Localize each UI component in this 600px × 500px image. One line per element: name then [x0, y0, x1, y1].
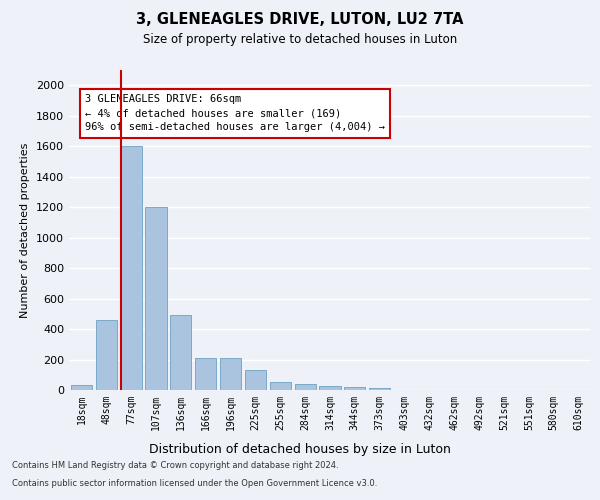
Text: Contains public sector information licensed under the Open Government Licence v3: Contains public sector information licen… — [12, 478, 377, 488]
Bar — [96, 320, 117, 390]
Bar — [220, 358, 241, 390]
Y-axis label: Number of detached properties: Number of detached properties — [20, 142, 31, 318]
Bar — [319, 386, 341, 390]
Bar — [170, 316, 191, 390]
Text: 3, GLENEAGLES DRIVE, LUTON, LU2 7TA: 3, GLENEAGLES DRIVE, LUTON, LU2 7TA — [136, 12, 464, 28]
Bar — [295, 384, 316, 390]
Bar — [270, 382, 291, 390]
Bar — [195, 358, 216, 390]
Bar — [245, 370, 266, 390]
Text: 3 GLENEAGLES DRIVE: 66sqm
← 4% of detached houses are smaller (169)
96% of semi-: 3 GLENEAGLES DRIVE: 66sqm ← 4% of detach… — [85, 94, 385, 132]
Text: Distribution of detached houses by size in Luton: Distribution of detached houses by size … — [149, 442, 451, 456]
Bar — [145, 207, 167, 390]
Bar — [71, 384, 92, 390]
Text: Size of property relative to detached houses in Luton: Size of property relative to detached ho… — [143, 32, 457, 46]
Text: Contains HM Land Registry data © Crown copyright and database right 2024.: Contains HM Land Registry data © Crown c… — [12, 461, 338, 470]
Bar — [121, 146, 142, 390]
Bar — [369, 388, 390, 390]
Bar — [344, 387, 365, 390]
